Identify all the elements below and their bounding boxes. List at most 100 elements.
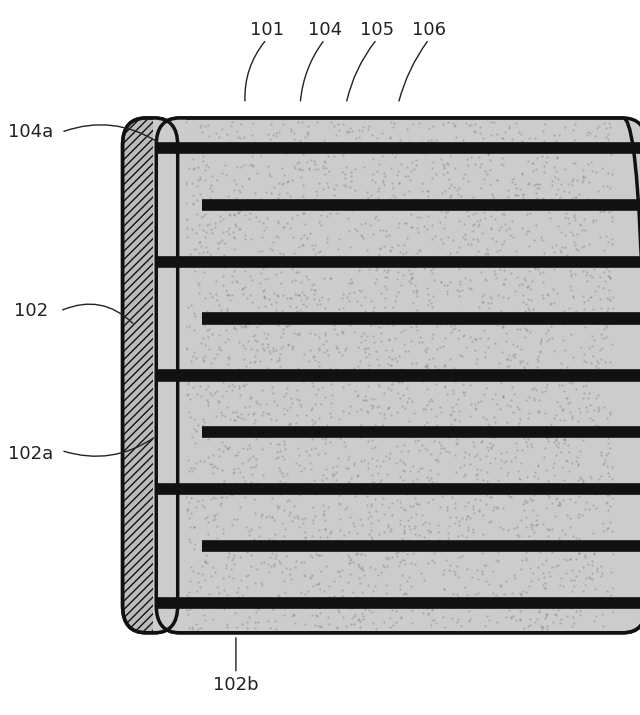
Point xyxy=(175,151,185,162)
Point xyxy=(394,350,404,362)
Point xyxy=(574,403,584,414)
Text: 101: 101 xyxy=(250,21,284,39)
Point xyxy=(310,158,321,169)
Point xyxy=(400,458,410,470)
Point xyxy=(246,391,256,403)
Point xyxy=(248,160,258,172)
Point xyxy=(442,285,452,297)
Point xyxy=(341,180,351,192)
Point xyxy=(161,415,172,426)
Point xyxy=(399,483,410,494)
Point xyxy=(633,161,640,172)
Point xyxy=(223,334,234,345)
Point xyxy=(232,276,242,287)
Point xyxy=(407,593,417,605)
Point xyxy=(417,463,427,474)
Point xyxy=(493,373,503,385)
Point xyxy=(338,288,348,300)
Point xyxy=(423,524,433,536)
Point xyxy=(580,551,590,563)
Point xyxy=(407,357,417,368)
Point xyxy=(516,589,527,601)
Point xyxy=(349,490,360,502)
Point xyxy=(332,426,342,438)
Point xyxy=(228,466,239,478)
Point xyxy=(620,230,630,241)
Point xyxy=(457,350,467,362)
Point xyxy=(568,351,579,363)
Point xyxy=(363,123,373,134)
Point xyxy=(260,511,271,523)
Point xyxy=(236,161,246,172)
Point xyxy=(372,455,383,466)
Point xyxy=(339,436,349,448)
Point xyxy=(575,609,585,621)
Point xyxy=(524,479,534,490)
Point xyxy=(385,448,395,459)
Point xyxy=(314,577,324,588)
Point xyxy=(380,194,390,206)
Point xyxy=(213,242,223,253)
Point xyxy=(255,308,265,320)
Point xyxy=(273,217,283,229)
Point xyxy=(543,536,554,548)
Point xyxy=(524,304,534,315)
Point xyxy=(499,159,509,171)
Point xyxy=(355,578,365,589)
Point xyxy=(324,166,335,177)
Point xyxy=(596,354,607,365)
Point xyxy=(612,235,622,246)
Text: 104: 104 xyxy=(308,21,342,39)
Point xyxy=(440,212,450,223)
Point xyxy=(343,477,353,488)
Point xyxy=(554,380,564,391)
Point xyxy=(229,219,239,230)
Point xyxy=(488,192,498,203)
Point xyxy=(537,485,547,496)
Point xyxy=(532,362,542,373)
Point xyxy=(164,413,175,424)
Point xyxy=(499,273,509,285)
Point xyxy=(635,528,640,539)
Point xyxy=(577,174,588,186)
Point xyxy=(278,249,288,260)
Point xyxy=(369,337,379,348)
Point xyxy=(292,329,303,340)
Point xyxy=(535,347,545,358)
Point xyxy=(461,531,471,543)
Point xyxy=(172,488,182,499)
Point xyxy=(175,196,185,207)
Point xyxy=(388,117,399,129)
Point xyxy=(321,431,332,443)
Point xyxy=(457,512,467,523)
Point xyxy=(343,212,353,223)
Point xyxy=(590,285,600,297)
Point xyxy=(340,440,350,452)
Point xyxy=(367,452,378,463)
Point xyxy=(465,379,475,390)
Point xyxy=(291,429,301,440)
Point xyxy=(264,408,274,420)
Point xyxy=(321,162,331,174)
Point xyxy=(515,588,525,599)
Point xyxy=(291,458,301,469)
Point xyxy=(184,513,195,524)
Point xyxy=(524,132,534,143)
Point xyxy=(198,420,209,431)
Point xyxy=(212,251,222,262)
Point xyxy=(330,323,340,335)
Point xyxy=(474,588,484,599)
Point xyxy=(462,589,472,601)
Point xyxy=(462,205,472,217)
Point xyxy=(237,316,247,327)
Point xyxy=(559,229,570,240)
Point xyxy=(412,307,422,319)
Point xyxy=(296,277,306,288)
Point xyxy=(366,189,376,201)
Point xyxy=(212,533,222,544)
Point xyxy=(419,220,429,232)
Point xyxy=(166,190,177,202)
Point xyxy=(250,330,260,341)
Point xyxy=(465,410,476,421)
Point xyxy=(245,159,255,171)
